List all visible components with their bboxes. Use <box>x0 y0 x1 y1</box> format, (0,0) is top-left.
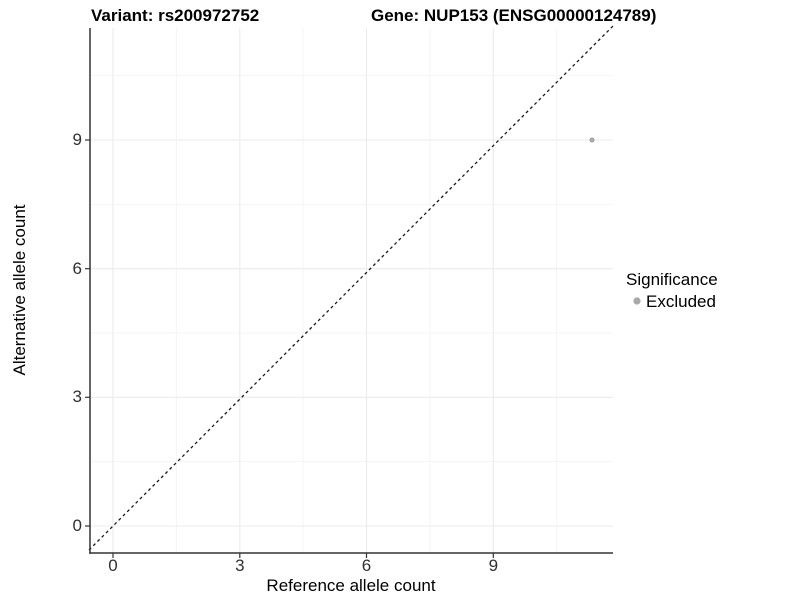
identity-reference-line <box>88 25 614 551</box>
minor-gridlines <box>90 28 613 553</box>
x-tick-label-6: 6 <box>361 556 372 575</box>
x-axis-ticks <box>112 553 494 558</box>
y-tick-label-3: 3 <box>72 387 82 407</box>
legend-title: Significance <box>626 270 718 289</box>
axis-lines <box>89 28 613 554</box>
y-tick-label-6: 6 <box>72 258 82 278</box>
data-point-excluded <box>589 137 595 143</box>
x-tick-label-9: 9 <box>488 556 499 575</box>
plot-title-variant: Variant: rs200972752 <box>91 6 260 25</box>
x-tick-label-0: 0 <box>108 556 118 575</box>
y-tick-label-0: 0 <box>72 516 82 535</box>
plot-title-gene: Gene: NUP153 (ENSG00000124789) <box>371 6 657 25</box>
x-axis-title: Reference allele count <box>266 576 436 595</box>
y-tick-label-9: 9 <box>72 130 82 149</box>
y-axis-ticks <box>85 139 90 527</box>
legend-item-excluded: Excluded <box>646 292 716 311</box>
x-tick-label-3: 3 <box>235 556 245 575</box>
y-axis-title: Alternative allele count <box>10 204 29 376</box>
legend-excluded-swatch-icon <box>633 297 641 305</box>
major-gridlines <box>90 28 613 553</box>
